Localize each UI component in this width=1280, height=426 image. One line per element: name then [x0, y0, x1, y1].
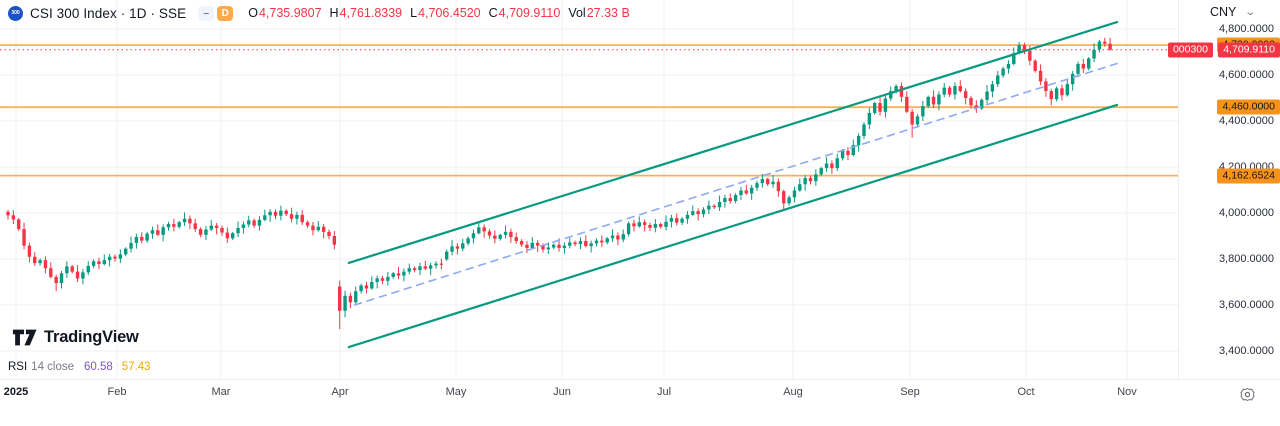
- rsi-label: RSI: [8, 361, 28, 373]
- rsi-value-1: 60.58: [84, 361, 113, 373]
- currency-value: CNY: [1210, 5, 1237, 19]
- time-axis-label: Oct: [1017, 386, 1035, 398]
- price-axis-label: 4,800.0000: [1218, 23, 1274, 35]
- time-axis-label: 2025: [3, 386, 29, 398]
- close-value: 4,709.9110: [498, 6, 561, 20]
- interval-badge[interactable]: D: [217, 5, 234, 21]
- time-axis-label: Aug: [783, 386, 803, 398]
- open-value: 4,735.9807: [258, 6, 322, 20]
- chevron-down-icon: ⌄: [1244, 6, 1257, 18]
- low-label: L: [410, 6, 418, 20]
- price-axis[interactable]: 4,800.0000 4,600.0000 4,400.0000 4,200.0000…: [1167, 0, 1280, 379]
- price-axis-label: 4,400.0000: [1218, 115, 1274, 127]
- tradingview-logo-icon: [12, 329, 37, 346]
- ohlc-readout: O 4,735.9807 H 4,761.8339 L 4,706.4520 C…: [248, 6, 638, 20]
- time-axis-label: Mar: [211, 386, 231, 398]
- rsi-legend: RSI 14 close 60.58 57.43: [8, 361, 151, 373]
- tradingview-logo-text: TradingView: [44, 328, 139, 346]
- open-label: O: [248, 6, 258, 20]
- price-line-badge: 4,162.6524: [1217, 168, 1280, 184]
- price-axis-label: 4,600.0000: [1218, 69, 1274, 81]
- rsi-params: 14 close: [31, 361, 75, 373]
- high-label: H: [329, 6, 339, 20]
- currency-selector[interactable]: CNY ⌄: [1210, 5, 1257, 19]
- high-value: 4,761.8339: [339, 6, 403, 20]
- time-axis-label: Feb: [107, 386, 127, 398]
- symbol-title[interactable]: CSI 300 Index · 1D · SSE: [30, 5, 187, 21]
- price-line-badge: 4,460.0000: [1217, 99, 1280, 115]
- trend-channel: [347, 21, 1119, 349]
- time-axis-label: Jul: [656, 386, 672, 398]
- symbol-code-badge: 000300: [1167, 42, 1213, 58]
- price-axis-label: 4,000.0000: [1218, 207, 1274, 219]
- price-axis-label: 3,400.0000: [1218, 345, 1274, 357]
- time-axis[interactable]: 2025 Feb Mar Apr May Jun Jul Aug Sep Oct Nov: [0, 379, 1280, 426]
- chart-legend: 300 CSI 300 Index · 1D · SSE – D O 4,735…: [8, 5, 638, 21]
- low-value: 4,706.4520: [418, 6, 481, 20]
- last-price-badge: 4,709.9110: [1218, 42, 1280, 58]
- price-axis-label: 3,800.0000: [1218, 253, 1274, 265]
- time-axis-label: Nov: [1117, 386, 1137, 398]
- time-axis-label: May: [445, 386, 467, 398]
- tradingview-logo[interactable]: TradingView: [12, 327, 139, 348]
- time-axis-label: Sep: [900, 386, 920, 398]
- dash-badge-icon[interactable]: –: [198, 5, 215, 21]
- time-axis-label: Jun: [553, 386, 571, 398]
- time-axis-label: Apr: [331, 386, 349, 398]
- volume-label: Vol: [568, 6, 586, 20]
- symbol-logo-icon: 300: [8, 5, 23, 21]
- rsi-value-2: 57.43: [121, 361, 151, 373]
- settings-gear-icon[interactable]: [1240, 387, 1255, 407]
- candles: [6, 37, 1112, 330]
- close-label: C: [488, 6, 498, 20]
- volume-value: 27.33 B: [586, 6, 630, 20]
- candlestick-chart[interactable]: [0, 0, 1178, 379]
- price-axis-label: 3,600.0000: [1218, 299, 1274, 311]
